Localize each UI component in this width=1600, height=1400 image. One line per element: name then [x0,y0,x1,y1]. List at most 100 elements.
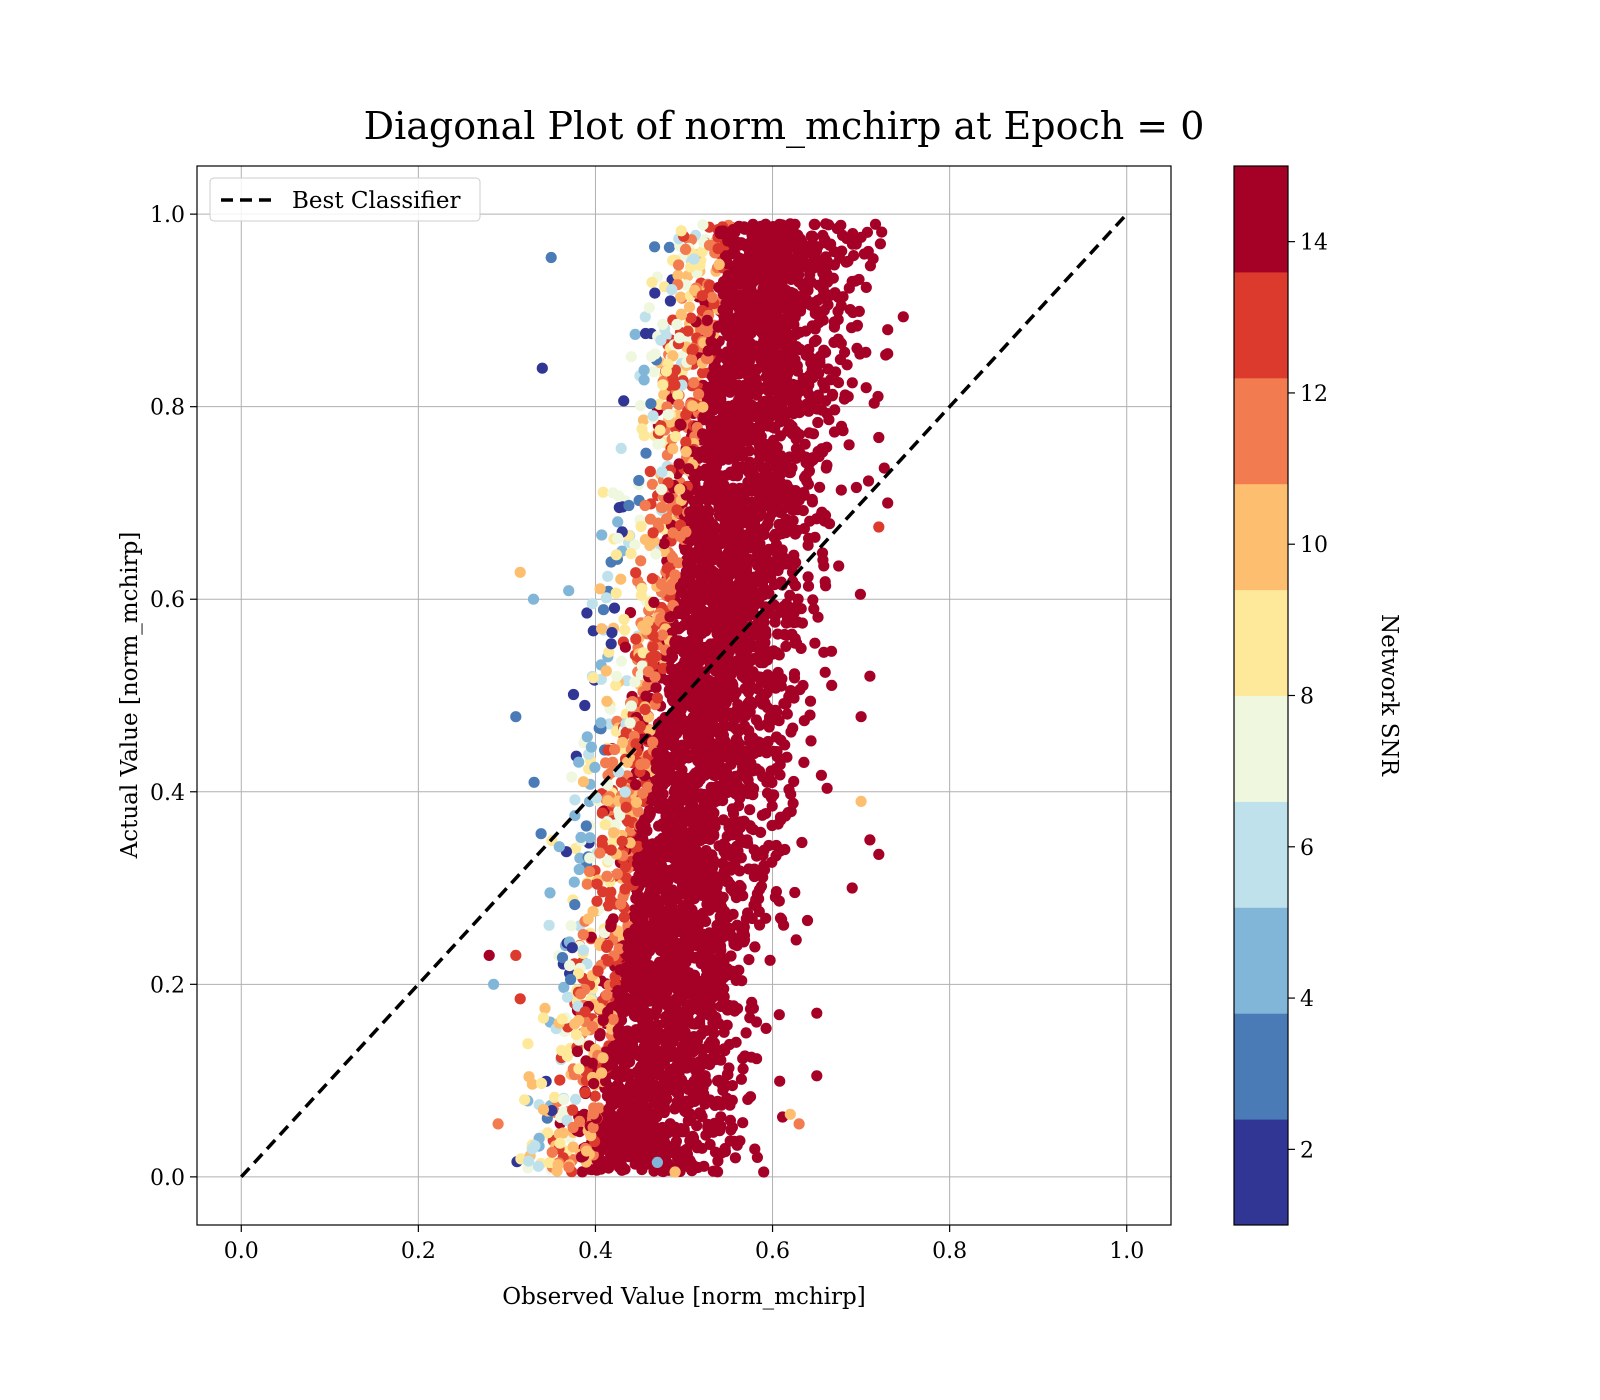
scatter-point [738,934,751,946]
scatter-point [575,831,587,844]
scatter-point [586,1021,599,1033]
scatter-point [719,1081,731,1093]
scatter-point [570,1093,582,1105]
scatter-point [523,1155,535,1167]
scatter-point [663,241,676,253]
scatter-point [745,327,757,339]
scatter-point [615,1014,628,1026]
scatter-point [656,834,668,846]
scatter-point [694,1018,706,1030]
scatter-point [878,462,890,474]
scatter-point [565,920,577,932]
scatter-point [674,1007,686,1020]
scatter-point [621,1050,634,1062]
scatter-point [897,311,909,323]
scatter-point [701,617,713,630]
scatter-point [767,492,779,504]
scatter-point [766,231,779,243]
scatter-point [749,941,761,953]
scatter-point [697,428,709,440]
scatter-point [602,795,614,807]
scatter-point [702,861,714,873]
scatter-point [811,253,823,265]
scatter-point [789,528,801,540]
scatter-point [646,276,658,288]
scatter-point [648,795,660,807]
scatter-point [756,578,769,590]
scatter-point [573,1063,585,1075]
scatter-point [671,504,683,516]
scatter-point [657,379,669,391]
scatter-point [729,1152,742,1164]
scatter-point [556,952,569,964]
scatter-point [576,1166,588,1178]
scatter-point [523,1071,535,1083]
scatter-point [685,312,697,324]
scatter-point [837,291,849,303]
scatter-point [660,365,672,377]
scatter-point [648,596,660,609]
scatter-point [765,315,777,327]
scatter-point [705,595,717,608]
scatter-point [798,248,810,260]
scatter-point [619,861,632,873]
scatter-point [731,1003,744,1015]
scatter-point [724,878,736,890]
scatter-point [720,849,732,862]
scatter-point [600,592,612,604]
scatter-point [604,894,617,906]
scatter-point [672,269,684,281]
scatter-point [647,838,659,850]
scatter-point [703,583,715,595]
scatter-point [726,413,738,425]
scatter-point [698,410,710,422]
scatter-point [744,1003,757,1015]
scatter-point [774,811,787,823]
scatter-point [814,481,826,493]
scatter-point [612,985,624,997]
scatter-point [687,1057,699,1069]
scatter-point [694,1107,706,1119]
scatter-point [744,804,756,816]
scatter-point [621,756,633,768]
scatter-point [669,1048,681,1060]
scatter-point [711,1096,723,1108]
scatter-point [809,531,821,543]
scatter-point [773,484,785,496]
scatter-point [630,1078,642,1090]
scatter-point [649,241,661,253]
scatter-point [867,253,879,265]
scatter-point [744,780,756,792]
scatter-point [632,852,644,864]
scatter-point [743,466,755,478]
scatter-point [743,347,755,359]
scatter-point [757,396,769,409]
scatter-point [546,1105,558,1117]
scatter-point [802,478,815,490]
scatter-point [744,678,756,690]
scatter-point [630,738,642,750]
scatter-point [597,1014,609,1027]
scatter-point [648,366,660,378]
scatter-point [683,876,695,888]
scatter-point [736,405,748,417]
scatter-point [680,243,692,255]
scatter-point [535,828,547,840]
scatter-point [760,407,772,419]
scatter-point [712,923,724,935]
scatter-point [655,578,668,591]
scatter-point [728,938,740,950]
scatter-point [786,333,798,345]
scatter-point [742,361,754,373]
scatter-point [586,598,598,610]
scatter-point [734,816,747,828]
scatter-point [688,377,700,389]
scatter-point [682,728,694,740]
scatter-point [781,708,793,720]
scatter-point [727,710,739,722]
scatter-point [636,582,648,595]
scatter-point [760,808,772,820]
scatter-point [716,914,729,926]
scatter-point [874,238,887,250]
scatter-point [597,486,609,498]
